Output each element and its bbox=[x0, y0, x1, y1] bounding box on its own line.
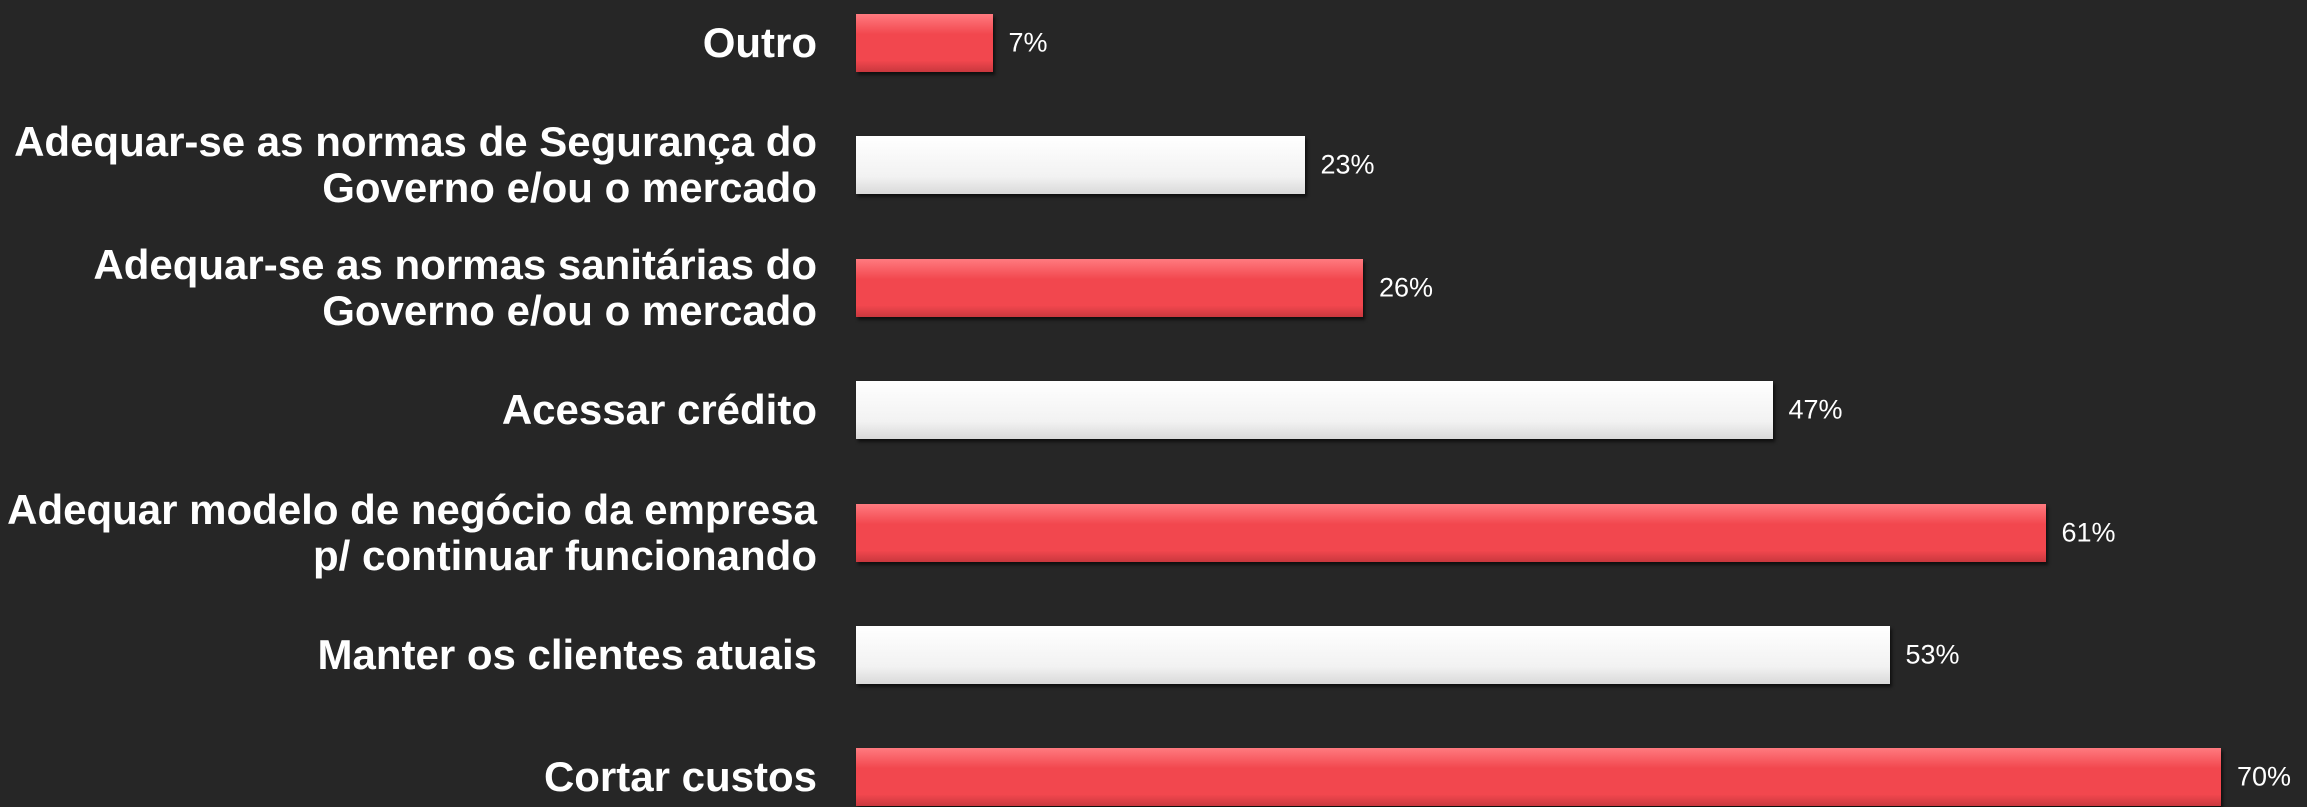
value-label: 61% bbox=[2061, 517, 2116, 548]
bar bbox=[856, 136, 1305, 195]
category-label: Adequar-se as normas sanitárias do Gover… bbox=[93, 240, 817, 334]
category-label: Outro bbox=[702, 19, 817, 66]
bar bbox=[856, 258, 1363, 317]
bar bbox=[856, 381, 1773, 440]
value-label: 70% bbox=[2237, 761, 2292, 792]
value-label: 47% bbox=[1788, 394, 1843, 425]
value-label: 26% bbox=[1379, 272, 1434, 303]
category-label: Cortar custos bbox=[543, 753, 817, 801]
category-label: Acessar crédito bbox=[501, 386, 817, 434]
category-label: Adequar modelo de negócio da empresa p/ … bbox=[7, 485, 817, 579]
bar bbox=[856, 503, 2046, 562]
bar bbox=[856, 14, 993, 72]
bar bbox=[856, 748, 2221, 807]
bar bbox=[856, 626, 1890, 684]
value-label: 7% bbox=[1008, 27, 1048, 58]
value-label: 23% bbox=[1320, 149, 1375, 180]
category-label: Adequar-se as normas de Segurança do Gov… bbox=[14, 118, 817, 212]
category-label: Manter os clientes atuais bbox=[317, 631, 817, 678]
value-label: 53% bbox=[1905, 639, 1960, 670]
